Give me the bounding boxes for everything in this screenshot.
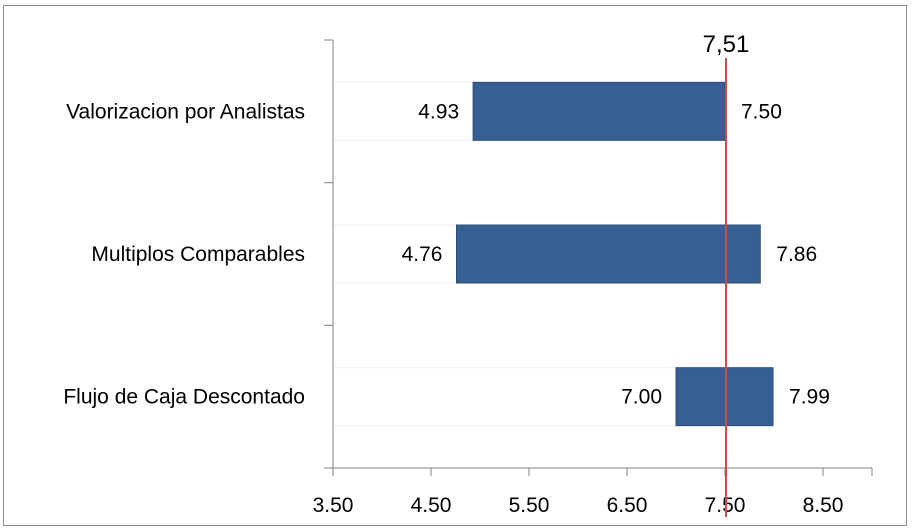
high-value-label: 7.86: [776, 243, 817, 266]
leading-bands: [332, 81, 677, 427]
high-value-label: 7.99: [789, 386, 830, 409]
low-value-label: 7.00: [621, 386, 662, 409]
x-tick-label: 3.50: [313, 494, 354, 517]
range-bar: [472, 81, 726, 141]
reference-line-label: 7,51: [703, 31, 750, 58]
range-bars: [455, 81, 774, 427]
range-bar: [675, 367, 774, 427]
low-value-label: 4.76: [402, 243, 443, 266]
labels: 4.93 7.50 Valorizacion por Analistas 4.76 7.…: [63, 100, 830, 408]
leading-band: [332, 367, 677, 427]
x-tick-label: 4.50: [411, 494, 452, 517]
category-label: Valorizacion por Analistas: [66, 100, 305, 123]
axes: 3.50 4.50 5.50 6.50 7.50 8.50: [313, 39, 873, 517]
leading-band: [332, 224, 457, 284]
high-value-label: 7.50: [741, 100, 782, 123]
reference-line-group: 7,51: [703, 31, 750, 517]
range-bar: [455, 224, 761, 284]
x-tick-label: 8.50: [803, 494, 844, 517]
category-label: Multiplos Comparables: [91, 243, 305, 266]
x-tick-label: 6.50: [607, 494, 648, 517]
x-tick-label: 5.50: [509, 494, 550, 517]
category-label: Flujo de Caja Descontado: [63, 386, 305, 409]
low-value-label: 4.93: [418, 100, 459, 123]
leading-band: [332, 81, 474, 141]
